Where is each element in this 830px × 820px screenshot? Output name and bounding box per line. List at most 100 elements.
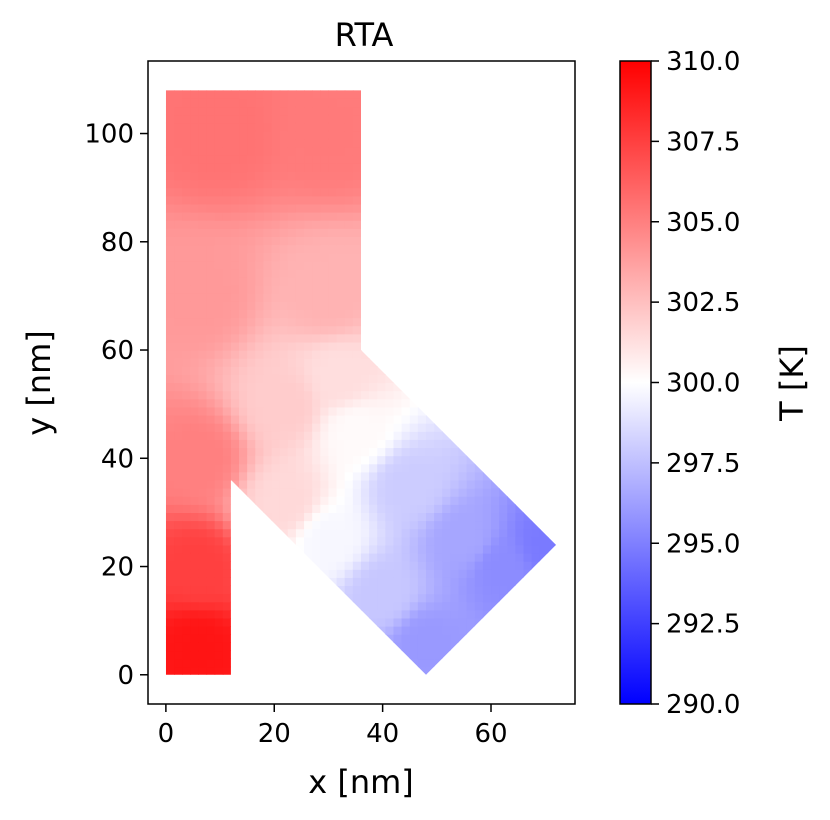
field-cell [515, 293, 525, 302]
field-cell [466, 496, 476, 505]
field-cell [352, 163, 362, 173]
field-cell [247, 293, 256, 302]
field-cell [247, 114, 256, 124]
field-cell [263, 366, 273, 375]
field-cell [458, 220, 468, 229]
field-cell [409, 114, 419, 124]
field-cell [482, 293, 492, 302]
field-cell [360, 577, 370, 587]
field-cell [491, 642, 500, 652]
field-cell [247, 561, 256, 570]
field-cell [360, 147, 370, 156]
field-cell [369, 276, 378, 286]
field-cell [523, 309, 533, 319]
field-cell [491, 658, 500, 668]
field-cell [230, 658, 240, 668]
field-cell [336, 358, 346, 367]
field-cell [507, 98, 516, 108]
field-cell [393, 577, 403, 587]
field-cell [320, 609, 330, 619]
field-cell [279, 528, 289, 538]
field-cell [222, 593, 232, 603]
field-cell [230, 552, 240, 562]
field-cell [425, 536, 435, 546]
field-cell [165, 90, 175, 99]
field-cell [539, 650, 549, 660]
field-cell [352, 203, 362, 213]
field-cell [214, 650, 224, 660]
field-cell [214, 569, 224, 578]
field-cell [198, 528, 208, 538]
field-cell [523, 504, 533, 513]
field-cell [442, 390, 451, 400]
field-cell [271, 512, 281, 522]
field-cell [255, 666, 265, 675]
field-cell [482, 366, 492, 375]
field-cell [515, 528, 525, 538]
field-cell [336, 285, 346, 294]
field-cell [474, 504, 484, 513]
field-cell [360, 203, 370, 213]
field-cell [279, 569, 289, 578]
field-cell [320, 382, 330, 392]
field-cell [263, 398, 273, 408]
field-cell [320, 496, 330, 505]
field-cell [425, 317, 435, 327]
field-cell [369, 423, 378, 432]
field-cell [214, 447, 224, 457]
field-cell [401, 439, 411, 449]
field-cell [165, 617, 175, 627]
field-cell [165, 350, 175, 359]
field-cell [190, 455, 199, 465]
field-cell [547, 496, 556, 505]
field-cell [385, 471, 395, 481]
field-cell [442, 447, 451, 457]
field-cell [206, 341, 216, 351]
field-cell [434, 252, 443, 262]
field-cell [393, 382, 403, 392]
field-cell [401, 471, 411, 481]
field-cell [523, 569, 533, 578]
field-cell [255, 228, 265, 237]
field-cell [531, 341, 541, 351]
field-cell [344, 293, 354, 302]
field-cell [190, 130, 199, 140]
x-axis-label: x [nm] [308, 763, 414, 801]
field-cell [458, 488, 468, 497]
field-cell [344, 626, 354, 635]
field-cell [393, 220, 403, 229]
field-cell [190, 98, 199, 108]
field-cell [499, 552, 508, 562]
field-cell [328, 536, 338, 546]
field-cell [165, 569, 175, 578]
field-cell [239, 488, 248, 497]
field-cell [214, 195, 224, 205]
field-cell [466, 512, 476, 522]
field-cell [499, 569, 508, 578]
field-cell [450, 496, 460, 505]
field-cell [344, 634, 354, 643]
field-cell [295, 455, 305, 465]
field-cell [247, 350, 256, 359]
field-cell [442, 577, 451, 587]
field-cell [247, 609, 256, 619]
field-cell [255, 520, 265, 530]
field-cell [206, 244, 216, 254]
field-cell [344, 187, 354, 197]
field-cell [385, 634, 395, 643]
field-cell [385, 504, 395, 513]
field-cell [328, 658, 338, 668]
field-cell [279, 552, 289, 562]
field-cell [425, 171, 435, 181]
field-cell [165, 244, 175, 254]
field-cell [393, 341, 403, 351]
field-cell [507, 155, 516, 164]
field-cell [328, 260, 338, 270]
field-cell [507, 642, 516, 652]
field-cell [295, 325, 305, 335]
field-cell [352, 309, 362, 319]
field-cell [482, 147, 492, 156]
field-cell [174, 520, 183, 530]
field-cell [182, 642, 191, 652]
field-cell [385, 114, 395, 124]
